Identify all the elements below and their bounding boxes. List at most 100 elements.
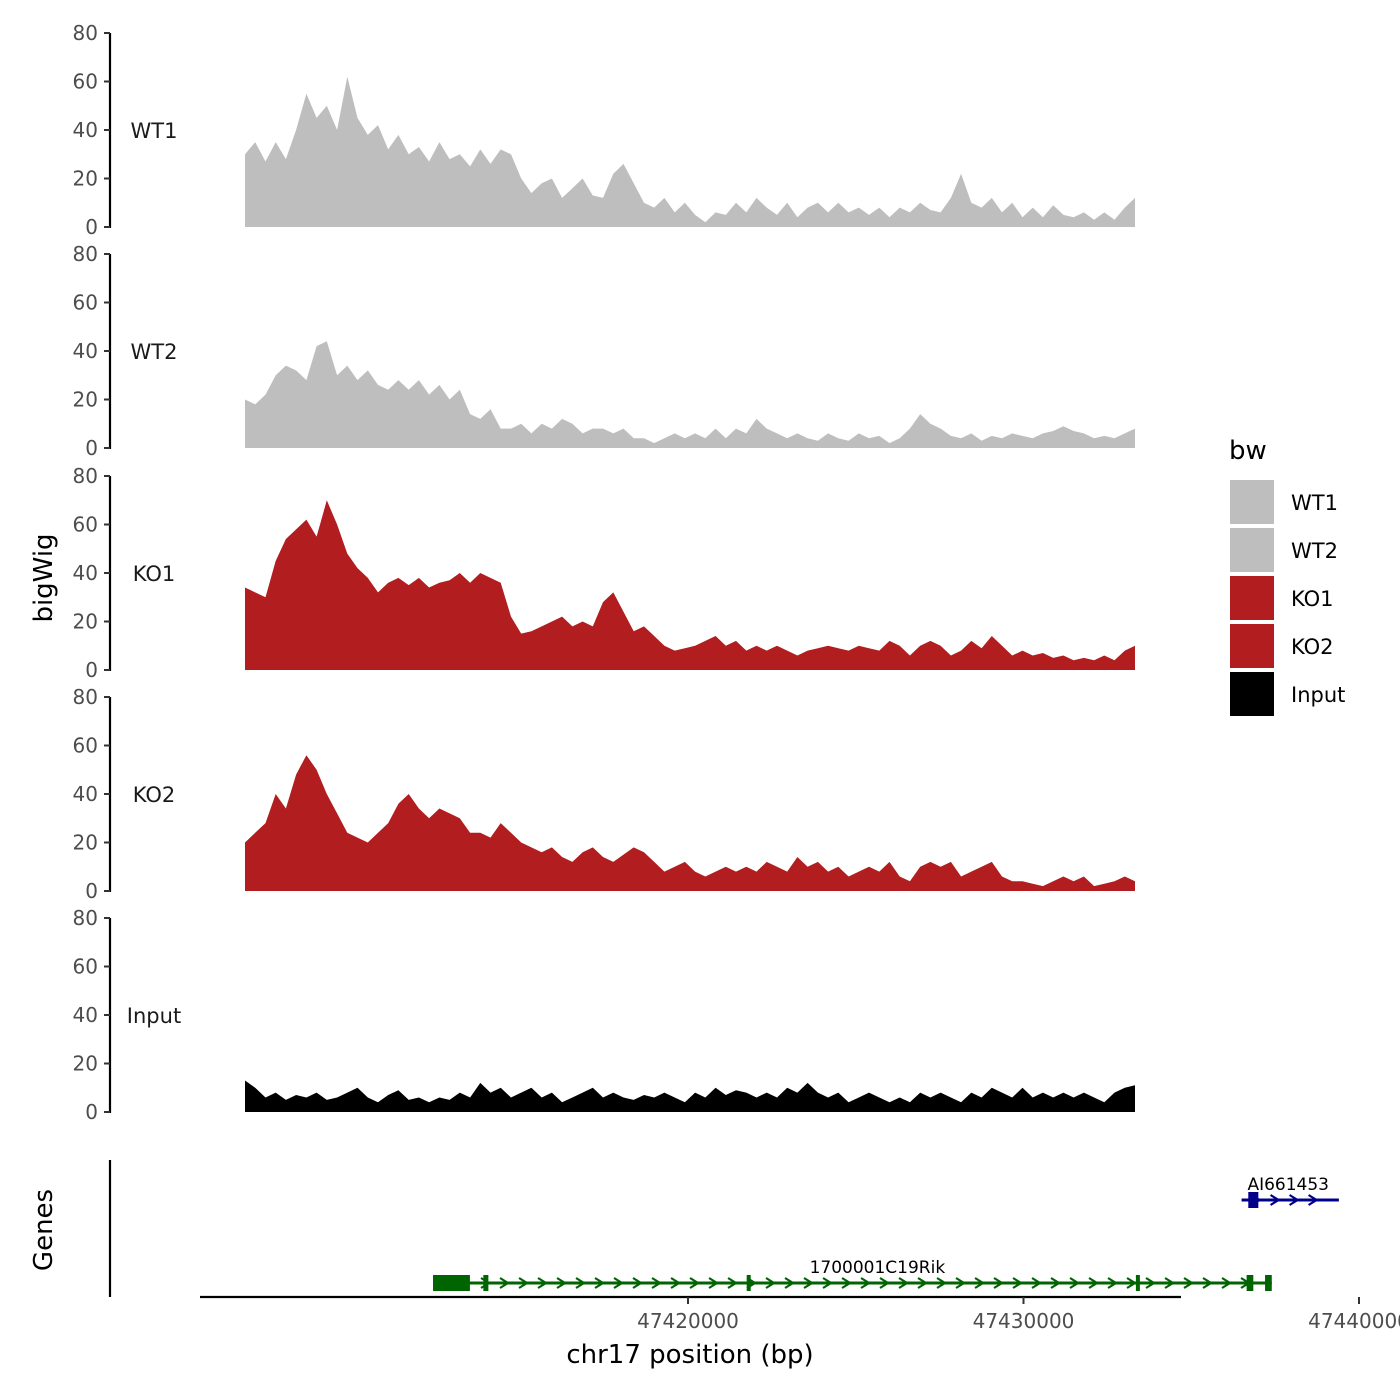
coverage-area-wt1 (245, 76, 1135, 227)
strand-arrow (670, 1277, 682, 1289)
x-axis: 47420000 47430000 47440000 (200, 1295, 1400, 1333)
y-tick-label: 40 (73, 1003, 98, 1027)
coverage-area-wt2 (245, 341, 1135, 448)
strand-arrow (632, 1277, 644, 1289)
strand-arrow (689, 1277, 701, 1289)
strand-arrow (1202, 1277, 1214, 1289)
legend-item-wt1: WT1 (1230, 480, 1338, 524)
y-tick-label: 40 (73, 561, 98, 585)
strand-arrow (727, 1277, 739, 1289)
legend-item-input: Input (1230, 672, 1345, 716)
y-axis-title: bigWig (29, 533, 59, 622)
track-wt1: 0 20 40 60 80 WT1 (73, 21, 1135, 239)
strand-arrow (1088, 1277, 1100, 1289)
strand-arrow (1069, 1277, 1081, 1289)
legend-swatch (1230, 480, 1274, 524)
gene-1700001c19rik: 1700001C19Rik (433, 1258, 1272, 1291)
strand-arrow (1288, 1194, 1300, 1206)
strand-arrow (1145, 1277, 1157, 1289)
y-tick-label: 20 (73, 1052, 98, 1076)
genes-axis-title: Genes (29, 1189, 59, 1271)
y-tick-label: 0 (85, 879, 98, 903)
strand-arrow (1050, 1277, 1062, 1289)
strand-arrow (1164, 1277, 1176, 1289)
strand-arrow (651, 1277, 663, 1289)
y-tick-label: 0 (85, 658, 98, 682)
y-tick-label: 40 (73, 118, 98, 142)
legend-item-ko2: KO2 (1230, 624, 1334, 668)
legend-item-wt2: WT2 (1230, 528, 1338, 572)
strand-arrow (518, 1277, 530, 1289)
y-tick-label: 40 (73, 339, 98, 363)
strand-arrow (499, 1277, 511, 1289)
strand-arrow (575, 1277, 587, 1289)
y-tick-label: 20 (73, 610, 98, 634)
legend-swatch (1230, 672, 1274, 716)
coverage-area-ko2 (245, 755, 1135, 891)
track-ko1: 0 20 40 60 80 KO1 (73, 464, 1135, 682)
strand-arrow (613, 1277, 625, 1289)
coverage-area-ko1 (245, 500, 1135, 670)
legend-swatch (1230, 624, 1274, 668)
gene-exon (1248, 1192, 1259, 1208)
strand-arrow (803, 1277, 815, 1289)
track-label-wt1: WT1 (131, 119, 178, 143)
strand-arrow (765, 1277, 777, 1289)
legend-swatch (1230, 528, 1274, 572)
gene-exon (483, 1275, 489, 1291)
y-tick-label: 80 (73, 242, 98, 266)
track-input: 0 20 40 60 80 Input (73, 906, 1135, 1124)
y-tick-label: 60 (73, 955, 98, 979)
strand-arrow (1126, 1277, 1138, 1289)
strand-arrow (1221, 1277, 1233, 1289)
x-tick-label: 47440000 (1308, 1309, 1400, 1333)
legend-title: bw (1229, 436, 1267, 466)
track-label-ko1: KO1 (133, 562, 176, 586)
coverage-area-input (245, 1080, 1135, 1112)
y-tick-label: 20 (73, 831, 98, 855)
y-tick-label: 60 (73, 513, 98, 537)
strand-arrow (936, 1277, 948, 1289)
x-tick-label: 47430000 (973, 1309, 1075, 1333)
track-label-wt2: WT2 (131, 340, 178, 364)
gene-name-label: 1700001C19Rik (810, 1258, 946, 1278)
gene-exon (1135, 1275, 1140, 1291)
strand-arrow (860, 1277, 872, 1289)
strand-arrow (594, 1277, 606, 1289)
strand-arrow (708, 1277, 720, 1289)
y-tick-label: 20 (73, 167, 98, 191)
x-axis-title: chr17 position (bp) (566, 1340, 813, 1370)
strand-arrow (917, 1277, 929, 1289)
strand-arrow (993, 1277, 1005, 1289)
track-ko2: 0 20 40 60 80 KO2 (73, 685, 1135, 903)
gene-ai661453: AI661453 (1241, 1175, 1339, 1208)
y-tick-label: 80 (73, 464, 98, 488)
strand-arrow (974, 1277, 986, 1289)
legend-label: WT2 (1291, 539, 1338, 563)
track-label-input: Input (127, 1004, 181, 1028)
legend-swatch (1230, 576, 1274, 620)
x-tick-label: 47420000 (637, 1309, 739, 1333)
strand-arrow (556, 1277, 568, 1289)
y-tick-label: 80 (73, 906, 98, 930)
track-label-ko2: KO2 (133, 783, 176, 807)
strand-arrow (955, 1277, 967, 1289)
strand-arrow (1307, 1194, 1319, 1206)
legend-label: Input (1291, 683, 1345, 707)
y-tick-label: 0 (85, 436, 98, 460)
track-wt2: 0 20 40 60 80 WT2 (73, 242, 1135, 460)
legend-label: KO1 (1291, 587, 1334, 611)
gene-exon (1246, 1275, 1254, 1291)
strand-arrow (1012, 1277, 1024, 1289)
gene-exon (433, 1275, 470, 1291)
strand-arrow (537, 1277, 549, 1289)
gene-exon (746, 1275, 751, 1291)
y-tick-label: 80 (73, 685, 98, 709)
strand-arrow (1031, 1277, 1043, 1289)
y-tick-label: 0 (85, 215, 98, 239)
coverage-tracks: 0 20 40 60 80 WT1 0 20 40 60 80 WT2 0 20 40 60 80 KO1 0 20 4… (73, 21, 1135, 1124)
y-tick-label: 60 (73, 734, 98, 758)
y-tick-label: 60 (73, 70, 98, 94)
y-tick-label: 80 (73, 21, 98, 45)
